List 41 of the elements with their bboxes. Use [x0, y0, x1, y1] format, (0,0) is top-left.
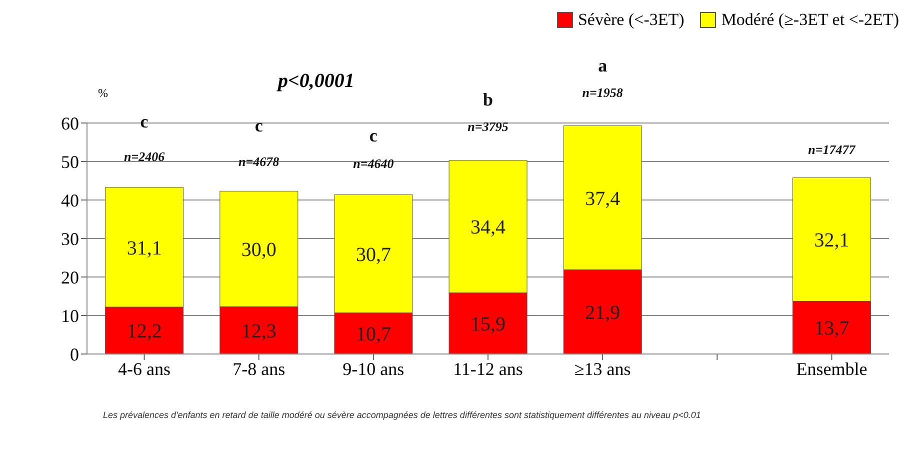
text: Les prévalences d'enfants en retard de taille modéré ou sévère accompagnées de lettres différentes sont statistiquement différentes au niveau p<0.01: [103, 410, 702, 420]
y-tick-label: 30: [61, 228, 79, 249]
y-tick-label: 20: [61, 267, 79, 288]
annotation: n=4640: [353, 156, 394, 172]
annotation: n=3795: [468, 119, 508, 135]
y-tick-label: 60: [61, 113, 79, 134]
x-tick-label: 4-6 ans: [118, 358, 171, 379]
y-tick-label: 10: [61, 306, 79, 326]
x-tick-label: Ensemble: [796, 358, 868, 379]
data-label: 13,7: [814, 318, 850, 340]
text: b: [482, 90, 494, 110]
y-tick-label: 0: [70, 344, 79, 364]
data-label: 37,4: [585, 188, 620, 210]
data-label: 30,0: [241, 238, 276, 261]
text: a: [598, 56, 608, 76]
data-label: 10,7: [356, 324, 391, 346]
x-tick-label: 7-8 ans: [232, 358, 286, 379]
y-tick-label: 50: [61, 152, 79, 172]
data-label: 32,1: [814, 230, 850, 252]
x-tick-label: ≥13 ans: [574, 358, 631, 379]
legend-label: Modéré (≥-3ET et <-2ET): [720, 10, 899, 30]
text: n=1958: [582, 85, 623, 101]
annotation: c: [254, 116, 263, 136]
y-axis-title: %: [98, 86, 108, 101]
data-label: 34,4: [470, 216, 506, 239]
data-label: 12,3: [241, 320, 276, 342]
annotation: n=17477: [808, 142, 856, 158]
annotation: c: [140, 112, 148, 132]
annotation: n=2406: [124, 149, 165, 165]
data-label: 31,1: [126, 237, 162, 260]
y-tick-label: 40: [61, 190, 79, 210]
x-tick-label: 11-12 ans: [453, 358, 523, 379]
text: p<0,0001: [278, 70, 354, 93]
data-label: 15,9: [470, 313, 506, 336]
legend-label: Sévère (<-3ET): [576, 10, 684, 30]
data-label: 12,2: [126, 320, 162, 343]
annotation: n=4678: [238, 154, 280, 170]
annotation: c: [369, 126, 378, 146]
data-label: 21,9: [585, 302, 620, 324]
x-tick-label: 9-10 ans: [342, 358, 404, 379]
data-label: 30,7: [356, 244, 391, 266]
